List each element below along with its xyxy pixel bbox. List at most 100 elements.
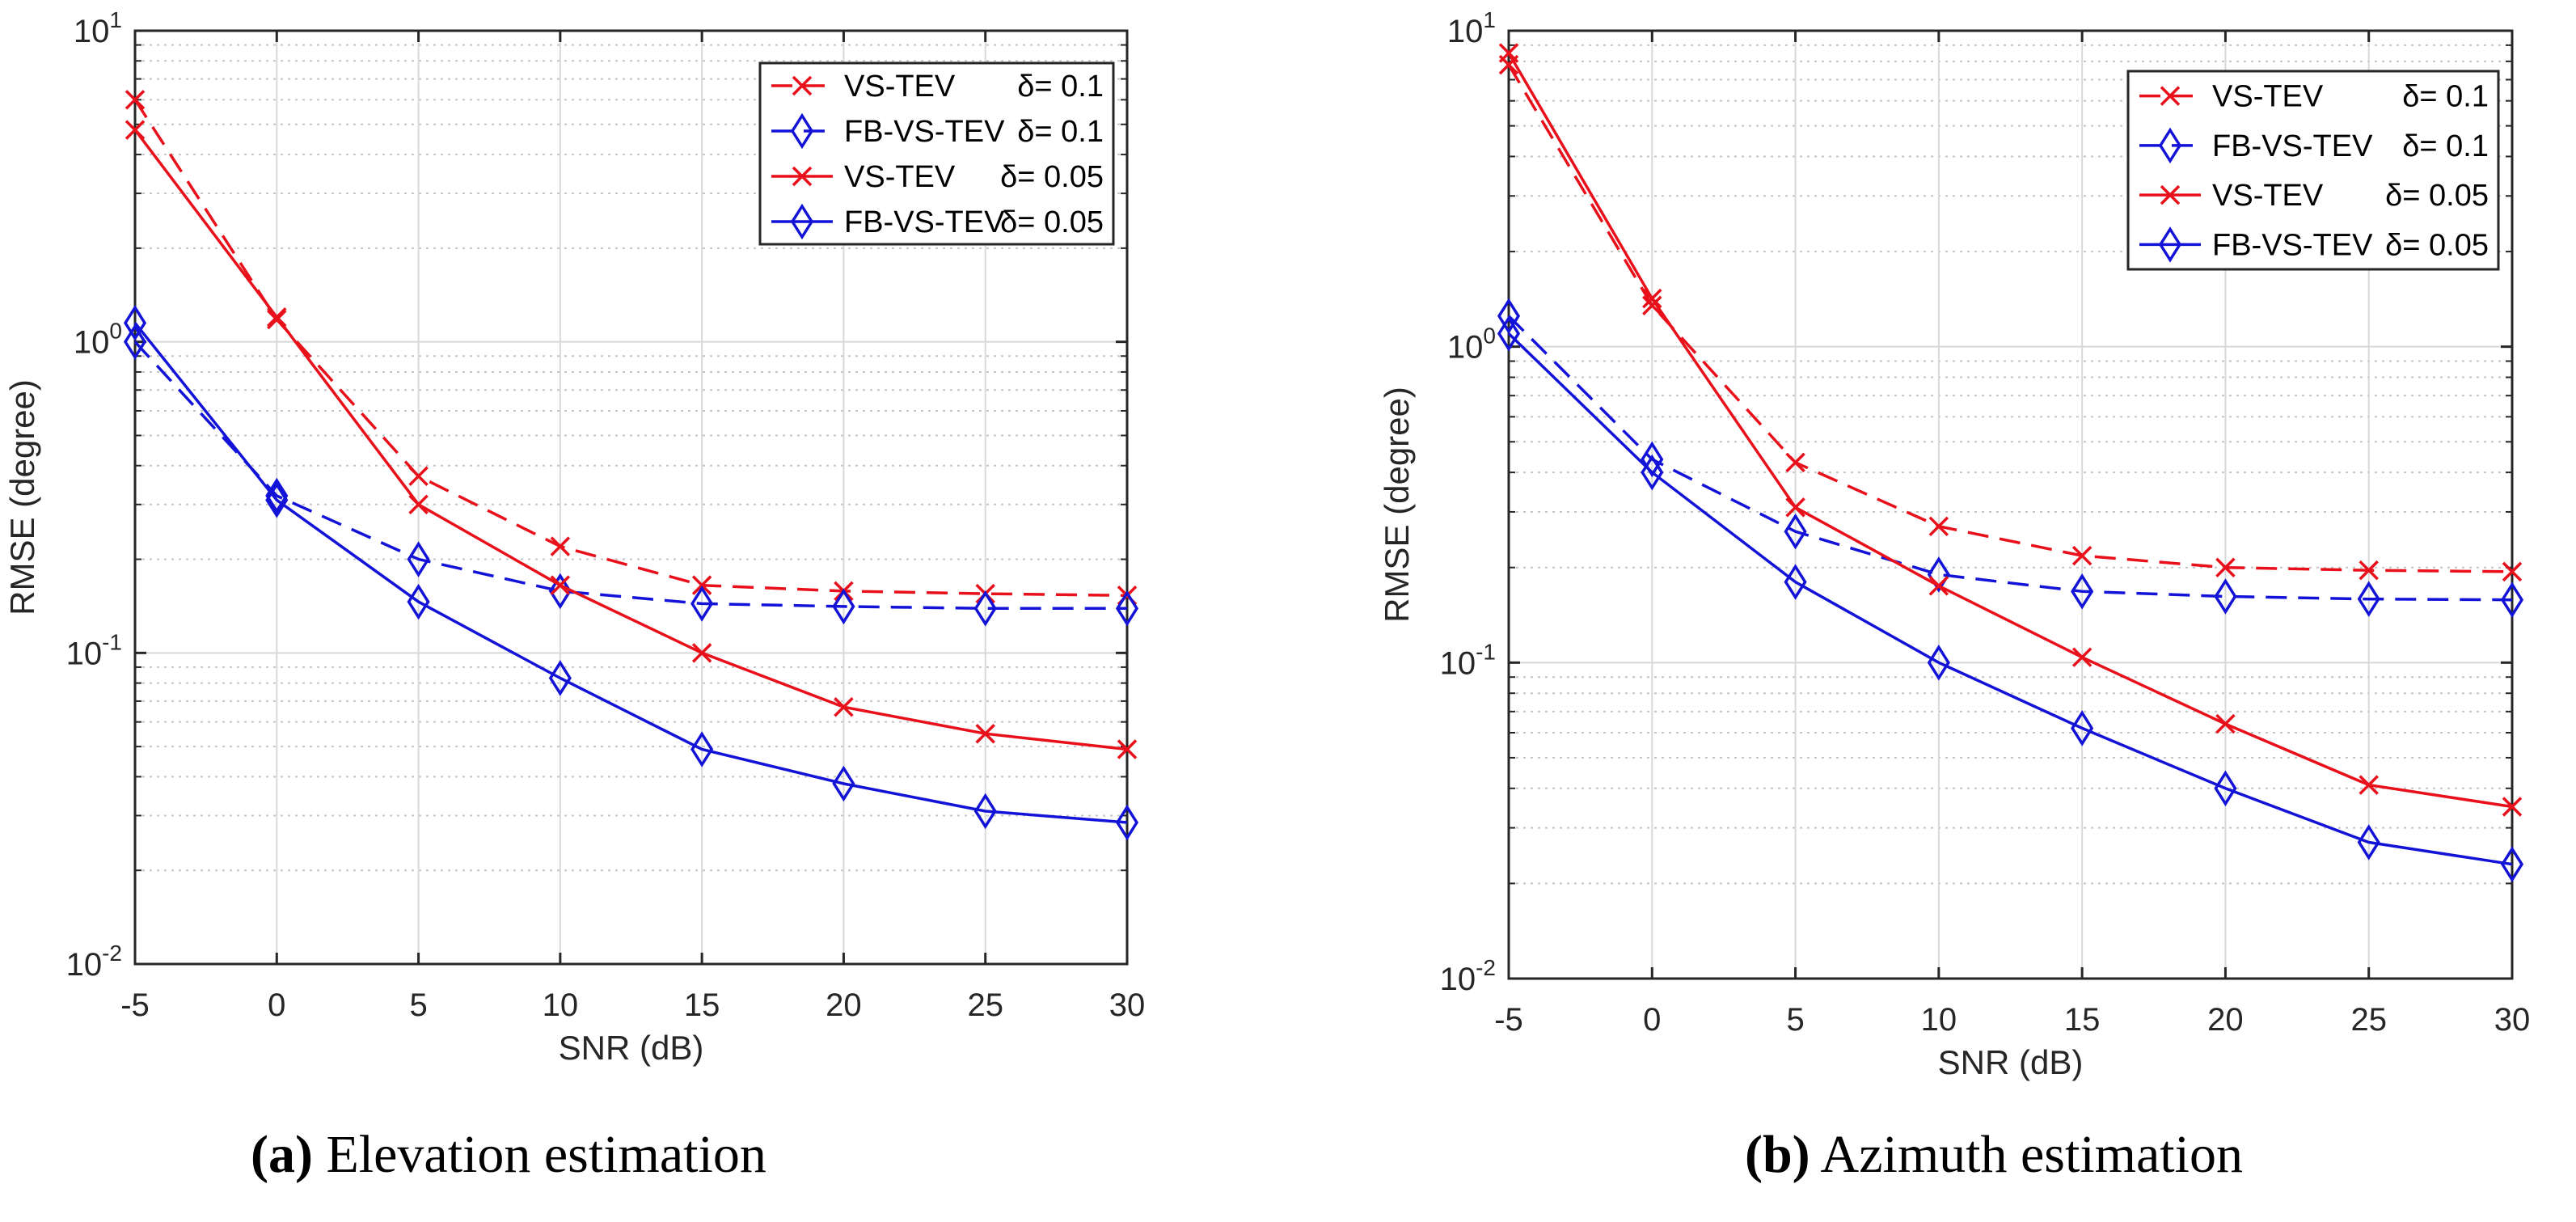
legend-delta: δ= 0.05 xyxy=(1000,160,1104,194)
series-line xyxy=(1507,64,2513,573)
diamond-marker xyxy=(2500,581,2524,619)
x-marker xyxy=(2071,545,2092,566)
x-marker-stroke xyxy=(550,536,571,556)
x-marker xyxy=(408,466,429,487)
panel-label-a: (a) xyxy=(251,1125,313,1184)
diamond-marker xyxy=(265,482,289,518)
x-marker xyxy=(792,166,813,187)
diamond-marker xyxy=(1115,804,1139,841)
x-marker-stroke xyxy=(834,696,854,717)
diamond-marker xyxy=(1784,564,1807,600)
x-marker xyxy=(792,75,813,96)
diamond-marker xyxy=(973,793,997,830)
axes-box xyxy=(1507,29,2514,980)
x-marker-stroke xyxy=(2215,557,2236,577)
legend-label: FB-VS-TEV xyxy=(844,115,1005,149)
x-marker-stroke xyxy=(2502,797,2523,817)
diamond-marker xyxy=(2071,573,2094,610)
series-line xyxy=(1507,315,2513,602)
diamond-marker xyxy=(1115,590,1139,627)
x-marker-stroke xyxy=(2215,713,2236,734)
diamond-marker xyxy=(1497,315,1521,352)
caption-a: (a) Elevation estimation xyxy=(251,1128,766,1182)
y-tick-label: 100 xyxy=(74,319,122,361)
legend-box xyxy=(2126,70,2500,271)
x-tick-label: 25 xyxy=(2350,1002,2387,1038)
x-marker-stroke xyxy=(1642,295,1662,315)
y-tick-label: 101 xyxy=(1447,7,1496,49)
x-marker xyxy=(267,307,287,328)
series-2 xyxy=(1498,43,2523,817)
x-marker-stroke xyxy=(2160,184,2181,205)
x-marker xyxy=(1785,497,1805,518)
legend-delta: δ= 0.05 xyxy=(1000,205,1104,239)
x-marker xyxy=(125,90,146,110)
diamond-marker xyxy=(1784,513,1807,550)
x-marker xyxy=(2359,560,2379,581)
diamond-marker xyxy=(2500,846,2524,882)
x-tick-label: 30 xyxy=(2494,1002,2531,1038)
diamond-marker xyxy=(2214,578,2237,615)
diamond-marker xyxy=(548,573,572,610)
x-marker xyxy=(2359,775,2379,795)
legend-delta: δ= 0.1 xyxy=(2402,129,2489,163)
axes-box xyxy=(133,29,1129,966)
diamond-marker xyxy=(1927,556,1950,593)
x-marker-stroke xyxy=(125,90,146,110)
diamond-marker xyxy=(790,112,814,150)
x-marker-stroke xyxy=(125,120,146,140)
x-marker xyxy=(1928,516,1949,537)
x-marker-stroke xyxy=(2359,560,2379,581)
series-line xyxy=(133,340,1127,611)
y-tick-label: 101 xyxy=(74,7,122,49)
x-marker-stroke xyxy=(550,575,571,595)
x-marker-stroke xyxy=(1928,576,1949,596)
x-marker xyxy=(1117,739,1138,759)
diamond-marker xyxy=(2214,770,2237,807)
legend-label: FB-VS-TEV xyxy=(2212,129,2373,163)
x-axis-label: SNR (dB) xyxy=(559,1029,704,1067)
x-marker xyxy=(2215,557,2236,577)
diamond-marker xyxy=(790,203,814,240)
chart-panel-0: -5 0 5 10 15 20 25 30 10-2 10-1 100 101 SNR (dB) RMSE… xyxy=(3,7,1145,1067)
series-line xyxy=(1507,332,2513,866)
legend-label: VS-TEV xyxy=(844,70,956,104)
x-marker-stroke xyxy=(1928,516,1949,537)
panel-label-b: (b) xyxy=(1745,1125,1810,1184)
legend-delta: δ= 0.05 xyxy=(2385,228,2489,262)
y-tick-label: 10-2 xyxy=(1440,955,1496,997)
series-1 xyxy=(1497,298,2524,619)
x-marker-stroke xyxy=(691,575,712,595)
legend-delta: δ= 0.1 xyxy=(1017,70,1104,104)
series-line xyxy=(1507,52,2513,809)
series-1 xyxy=(123,323,1139,627)
legend-label: VS-TEV xyxy=(2212,80,2324,114)
diamond-marker xyxy=(690,731,714,767)
y-tick-label: 100 xyxy=(1447,323,1496,366)
x-tick-label: 10 xyxy=(543,987,579,1023)
x-marker xyxy=(691,575,712,595)
x-marker xyxy=(1642,288,1662,309)
diamond-marker xyxy=(2158,226,2182,263)
diamond-marker xyxy=(1641,441,1664,478)
series-0 xyxy=(1498,54,2523,582)
legend: VS-TEV δ= 0.1 FB-VS-TEV δ= 0.1 VS-TEV δ= 0.05… xyxy=(2126,70,2500,271)
diamond-marker xyxy=(407,541,430,577)
diamond-marker xyxy=(548,660,572,696)
x-marker xyxy=(975,723,995,744)
x-tick-label: 10 xyxy=(1921,1002,1957,1038)
x-marker-stroke xyxy=(792,166,813,187)
x-marker xyxy=(2502,797,2523,817)
diamond-marker xyxy=(2071,710,2094,746)
x-tick-label: -5 xyxy=(120,987,150,1023)
x-tick-label: 15 xyxy=(2064,1002,2101,1038)
diamond-marker xyxy=(407,583,430,620)
x-marker-stroke xyxy=(2071,647,2092,667)
x-marker xyxy=(1642,295,1662,315)
x-marker xyxy=(2215,713,2236,734)
diamond-marker xyxy=(123,305,147,341)
x-marker xyxy=(550,536,571,556)
series-line xyxy=(133,129,1128,751)
y-axis-label: RMSE (degree) xyxy=(3,379,41,615)
